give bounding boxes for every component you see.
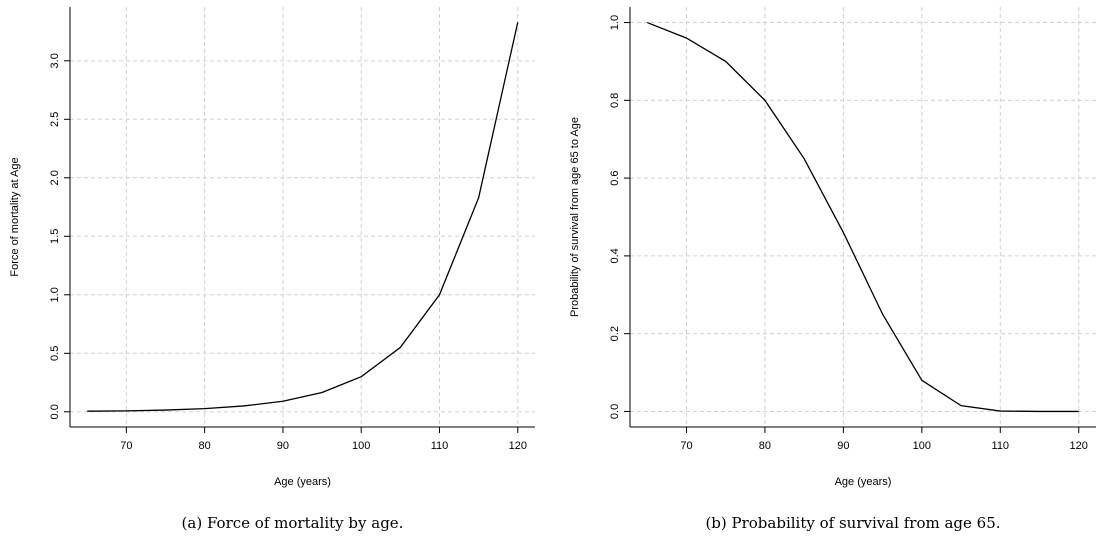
y-axis-label: Force of mortality at Age	[9, 157, 21, 276]
x-tick-label: 110	[431, 440, 449, 452]
y-tick-label: 0.2	[609, 326, 621, 341]
line	[647, 21, 1079, 413]
x-axis-label: Age (years)	[835, 476, 892, 488]
x-axis-label: Age (years)	[274, 476, 331, 488]
x-tick-label: 70	[680, 440, 692, 452]
y-tick-label: 0.0	[49, 404, 61, 419]
x-tick-label: 80	[759, 440, 771, 452]
y-tick-label: 3.0	[49, 53, 61, 68]
y-tick-label: 0.6	[609, 170, 621, 185]
y-tick-label: 2.5	[49, 112, 61, 127]
x-tick-label: 120	[1070, 440, 1088, 452]
caption: (a) Force of mortality by age.	[182, 514, 404, 532]
y-tick-label: 0.8	[609, 93, 621, 108]
caption: (b) Probability of survival from age 65.	[705, 514, 1000, 532]
x-tick-label: 100	[913, 440, 931, 452]
x-tick-label: 90	[837, 440, 849, 452]
x-tick-label: 70	[120, 440, 132, 452]
y-tick-label: 0.0	[609, 404, 621, 419]
y-axis-label: Probability of survival from age 65 to A…	[569, 117, 581, 317]
x-tick-label: 120	[509, 440, 527, 452]
x-tick-label: 100	[352, 440, 370, 452]
y-tick-label: 1.0	[609, 15, 621, 30]
y-tick-label: 1.5	[49, 229, 61, 244]
line	[87, 22, 519, 412]
y-tick-label: 2.0	[49, 170, 61, 185]
y-tick-label: 0.4	[609, 248, 621, 263]
x-tick-label: 110	[992, 440, 1010, 452]
y-tick-label: 0.5	[49, 346, 61, 361]
x-tick-label: 80	[199, 440, 211, 452]
x-tick-label: 90	[277, 440, 289, 452]
y-tick-label: 1.0	[49, 287, 61, 302]
